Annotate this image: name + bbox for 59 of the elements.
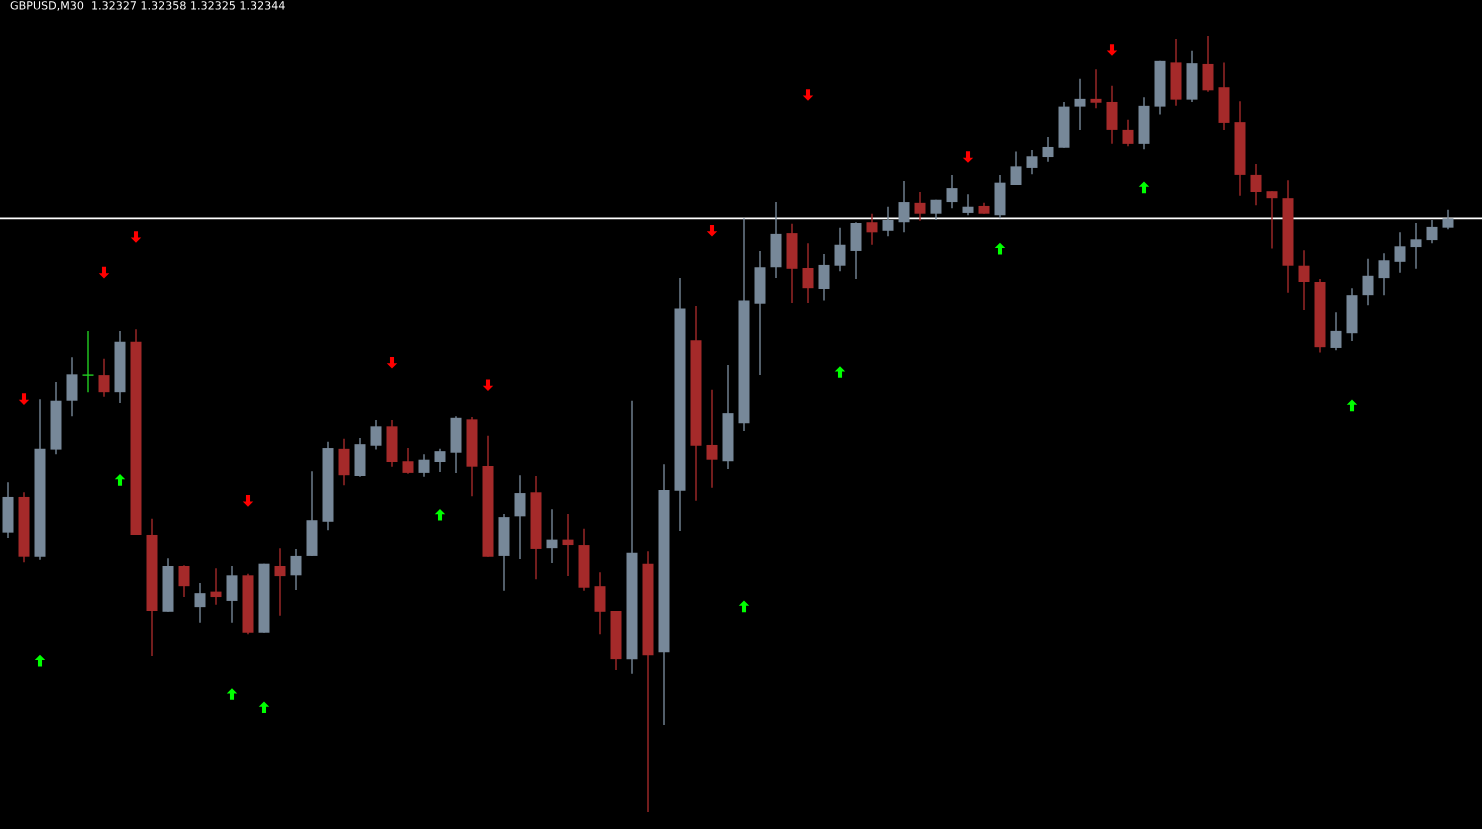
candlestick <box>1010 150 1022 186</box>
candlestick <box>914 191 926 222</box>
point <box>706 224 718 237</box>
candlestick <box>882 206 894 237</box>
point <box>962 151 974 163</box>
chart-title: GBPUSD,M30 1.32327 1.32358 1.32325 1.32344 <box>10 1 285 11</box>
candlestick <box>1426 219 1438 244</box>
candlestick <box>546 508 558 564</box>
candlestick <box>290 548 302 591</box>
candlestick <box>962 193 974 216</box>
candlestick <box>1330 311 1342 351</box>
point <box>130 231 142 243</box>
candlestick <box>434 448 446 473</box>
candlestick <box>898 180 910 234</box>
candlestick <box>946 174 958 209</box>
candlestick <box>370 419 382 451</box>
candlestick <box>178 564 190 598</box>
candlestick <box>706 389 718 489</box>
candlestick <box>81 330 95 393</box>
point <box>738 600 750 613</box>
candlestick <box>866 213 878 246</box>
point <box>802 89 814 101</box>
candlestick <box>514 474 526 560</box>
point <box>258 701 270 714</box>
point <box>386 356 398 369</box>
candlestick <box>210 567 222 606</box>
candlestick <box>1026 149 1038 175</box>
point <box>482 379 494 392</box>
candlestick <box>1298 249 1310 311</box>
candlestick <box>802 242 814 304</box>
candlestick <box>1074 77 1086 131</box>
point <box>1106 44 1118 56</box>
point <box>1346 399 1358 412</box>
point <box>34 654 46 667</box>
candlestick <box>1394 231 1406 274</box>
point <box>18 393 30 405</box>
candlestick <box>1250 163 1262 206</box>
candlestick <box>402 447 414 475</box>
point <box>242 495 254 507</box>
candlestick <box>1122 119 1134 147</box>
point <box>434 508 446 521</box>
candlestick <box>1442 209 1454 230</box>
candlestick <box>194 582 206 624</box>
candlestick <box>98 358 110 398</box>
candlestick <box>1378 252 1390 296</box>
candlestick <box>1410 222 1422 270</box>
candlestick <box>562 513 574 577</box>
point <box>994 242 1006 255</box>
point <box>1138 181 1150 194</box>
candlestick <box>1266 190 1278 250</box>
candlestick <box>418 453 430 478</box>
candlestick <box>1042 136 1054 163</box>
candlestick <box>274 547 286 617</box>
candlestick <box>834 226 846 272</box>
point <box>834 366 846 378</box>
point <box>114 474 126 486</box>
point <box>226 688 238 700</box>
candlestick <box>1090 68 1102 109</box>
point <box>98 266 110 279</box>
